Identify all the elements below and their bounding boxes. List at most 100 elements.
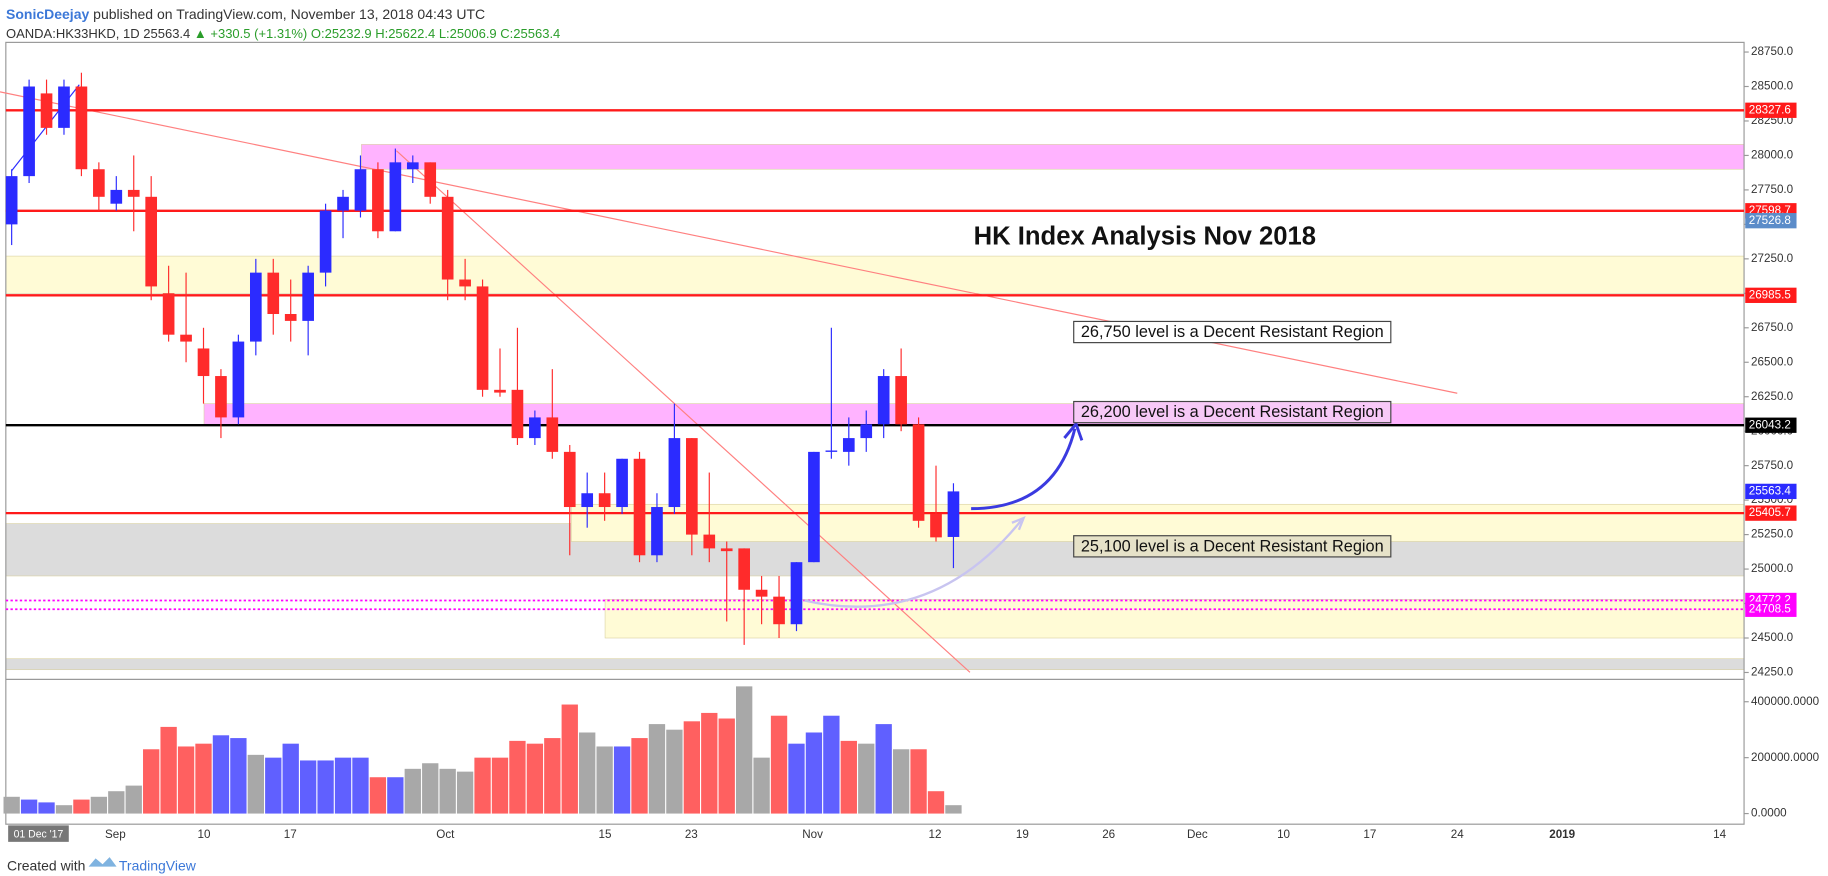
candle-body	[58, 86, 70, 128]
v-tick-label: 200000.0000	[1751, 751, 1819, 764]
volume-bar	[334, 757, 352, 814]
candle-body	[546, 417, 559, 452]
projection-arrow	[804, 519, 1023, 608]
candle-body	[581, 493, 594, 508]
candle-body	[5, 176, 18, 225]
price-label-box	[1745, 483, 1797, 500]
candle-body	[529, 417, 541, 439]
volume-bar	[753, 757, 770, 814]
tv-logo	[88, 857, 117, 867]
level-label: 26985.5	[1749, 288, 1792, 301]
zone	[361, 144, 1745, 170]
volume-bar	[613, 746, 631, 814]
candle-body	[197, 348, 210, 377]
candle-body	[860, 424, 873, 439]
y-tick-label: 25000.0	[1751, 562, 1794, 575]
candle-body	[75, 86, 88, 170]
x-tick-label: 01 Dec '17	[14, 829, 64, 841]
candle-body	[284, 314, 297, 321]
y-tick-label: 25250.0	[1751, 528, 1794, 541]
volume-bar	[945, 805, 962, 814]
level-label-box	[1745, 102, 1797, 118]
candle-body	[511, 389, 524, 439]
candle-body	[267, 272, 280, 315]
candle-body	[249, 272, 262, 342]
author[interactable]: SonicDeejay	[6, 6, 90, 22]
volume-bar	[561, 704, 578, 814]
y-tick-label: 26250.0	[1751, 390, 1794, 403]
x-tick-label: 10	[198, 828, 211, 841]
level-label-box	[1745, 505, 1797, 521]
candle-body	[93, 169, 105, 197]
y-tick-label: 24250.0	[1751, 666, 1794, 679]
volume-bar	[160, 726, 177, 814]
candle-body	[790, 562, 803, 625]
candle-body	[354, 169, 367, 211]
x-label-box	[8, 825, 69, 842]
x-tick-label: 12	[929, 828, 942, 841]
chart-frame	[5, 41, 1745, 825]
annotation-box	[1073, 535, 1392, 558]
y-tick-label: 28000.0	[1751, 149, 1794, 162]
published: published on TradingView.com, November 1…	[93, 6, 486, 22]
price-label-box	[1745, 213, 1797, 229]
footer-brand[interactable]: TradingView	[119, 857, 197, 873]
candle-body	[23, 86, 35, 177]
volume-bar	[526, 743, 544, 814]
candle-body	[773, 596, 785, 625]
candle-body	[476, 286, 489, 390]
volume-bar	[212, 735, 230, 814]
arrow-head	[1063, 420, 1084, 441]
volume-bar	[55, 805, 73, 814]
y-tick-label: 26750.0	[1751, 321, 1794, 334]
symbol: OANDA:HK33HKD, 1D	[6, 26, 140, 41]
volume-bar	[823, 715, 840, 814]
volume-bar	[736, 686, 753, 814]
levels: 28327.627598.726985.526043.225405.724772…	[5, 102, 1797, 617]
volume-bar	[143, 749, 160, 814]
volume-bar	[282, 743, 299, 814]
x-tick-label: 2019	[1549, 828, 1575, 841]
price-label: 27526.8	[1749, 214, 1791, 227]
candle-body	[930, 513, 942, 538]
candle-body	[40, 93, 53, 128]
volume-bar	[108, 791, 125, 814]
change: ▲ +330.5 (+1.31%)	[193, 26, 308, 41]
volume	[3, 686, 962, 814]
axes: 24250.024500.024750.025000.025250.025500…	[1744, 45, 1820, 820]
x-axis: 01 Dec '17 Sep 10 17 Oct 15 23 Nov 12 19 26 Dec 10 17…	[8, 825, 1727, 842]
level-label-box	[1745, 601, 1797, 617]
annotation-box	[1073, 400, 1392, 424]
volume-bar	[596, 746, 613, 814]
x-tick-label: 24	[1451, 828, 1464, 841]
zones	[5, 144, 1745, 671]
annotation: 26,750 level is a Decent Resistant Regio…	[1081, 323, 1384, 341]
candle-body	[372, 169, 384, 232]
x-tick-label: 17	[284, 828, 297, 841]
x-tick-label: Dec	[1187, 828, 1208, 841]
volume-bar	[230, 738, 247, 814]
volume-bar	[788, 743, 805, 814]
volume-bar	[456, 771, 474, 814]
y-tick-label: 27250.0	[1751, 252, 1794, 265]
volume-bar	[3, 796, 20, 814]
chart-title: HK Index Analysis Nov 2018	[974, 223, 1316, 251]
candle-body	[389, 162, 402, 232]
volume-bar	[648, 724, 666, 814]
volume-bar	[247, 754, 264, 814]
close: C:25563.4	[500, 26, 561, 41]
volume-bar	[579, 732, 596, 814]
volume-bar	[927, 791, 945, 814]
volume-bar	[265, 757, 282, 814]
volume-bar	[439, 768, 456, 814]
volume-bar	[125, 785, 142, 814]
candle-body	[616, 458, 628, 508]
volume-bar	[509, 740, 526, 814]
candle-body	[127, 189, 140, 197]
volume-bar	[631, 738, 648, 814]
volume-bar	[90, 796, 108, 814]
level-label-box	[1745, 287, 1797, 303]
volume-bar	[73, 799, 90, 814]
volume-bar	[369, 777, 387, 814]
